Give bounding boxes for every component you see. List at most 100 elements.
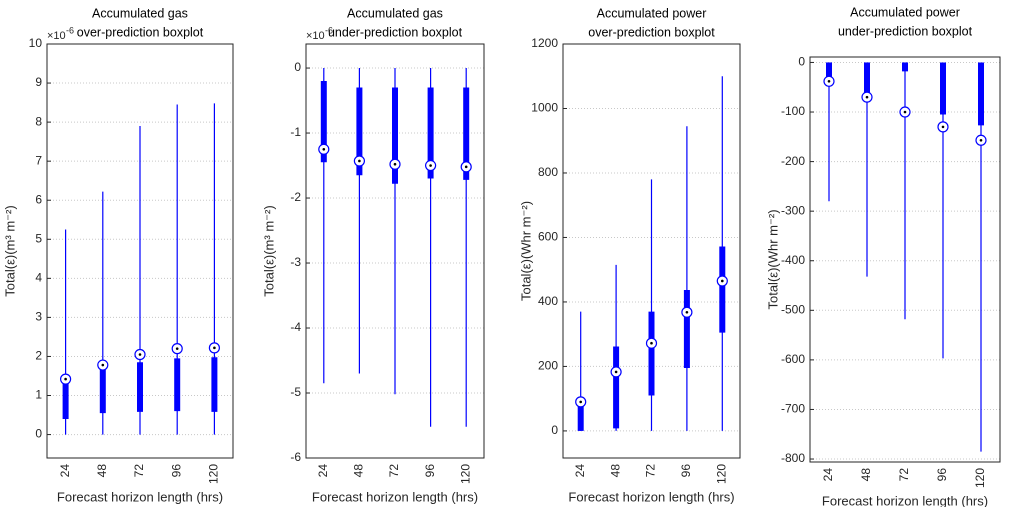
- y-tick-label: -200: [781, 154, 805, 168]
- chart-title: Accumulated power: [597, 6, 707, 20]
- median: [575, 396, 587, 408]
- exponent-base: ×10: [47, 30, 66, 42]
- x-tick-label: 120: [973, 468, 987, 488]
- y-axis-label: Total(ε)(Whr m⁻²): [765, 209, 780, 309]
- y-tick-label: 5: [35, 231, 42, 245]
- x-axis-label: Forecast horizon length (hrs): [568, 489, 734, 504]
- y-tick-label: -500: [781, 302, 805, 316]
- chart-title: Accumulated gas: [92, 6, 188, 20]
- y-tick-label: 8: [35, 114, 42, 128]
- exponent-power: -6: [66, 25, 74, 35]
- median-dot: [685, 310, 689, 314]
- axes-frame: [809, 56, 1001, 463]
- x-tick-label: 72: [387, 464, 401, 478]
- chart-title: Accumulated power: [850, 5, 960, 19]
- y-tick-label: 2: [35, 349, 42, 363]
- median-dot: [64, 377, 67, 381]
- chart-title: under-prediction boxplot: [328, 25, 463, 39]
- median-dot: [393, 162, 397, 166]
- y-tick-label: 1200: [531, 36, 558, 50]
- median-dot: [213, 346, 216, 350]
- x-tick-label: 48: [608, 464, 622, 478]
- median: [353, 155, 365, 167]
- y-tick-label: -6: [290, 450, 301, 464]
- median: [460, 161, 472, 173]
- median-dot: [579, 400, 582, 404]
- median-dot: [941, 125, 945, 129]
- x-tick-label: 24: [821, 468, 835, 482]
- y-tick-label: -300: [781, 203, 805, 217]
- y-tick-label: -100: [781, 104, 805, 118]
- median-dot: [721, 279, 724, 283]
- y-tick-label: 0: [35, 427, 42, 441]
- x-tick-label: 120: [207, 464, 221, 484]
- x-tick-label: 72: [644, 464, 658, 478]
- x-tick-label: 72: [897, 468, 911, 482]
- y-tick-label: 7: [35, 153, 42, 167]
- y-tick-label: 400: [538, 294, 558, 308]
- axes-frame: [305, 43, 485, 459]
- y-axis-label: Total(ε)(m³ m⁻²): [261, 205, 276, 296]
- median: [899, 106, 911, 118]
- median: [861, 91, 873, 103]
- chart-title: Accumulated gas: [347, 6, 443, 20]
- y-tick-label: -400: [781, 253, 805, 267]
- median: [97, 359, 109, 371]
- x-tick-label: 24: [316, 464, 330, 478]
- y-tick-label: 3: [35, 310, 42, 324]
- median: [645, 337, 658, 349]
- x-tick-label: 96: [423, 464, 437, 478]
- x-tick-label: 48: [95, 464, 109, 478]
- chart-title: over-prediction boxplot: [588, 25, 715, 39]
- y-tick-label: -4: [290, 320, 301, 334]
- y-tick-label: 6: [35, 192, 42, 206]
- median-dot: [979, 138, 983, 142]
- median: [610, 366, 622, 378]
- x-tick-label: 120: [714, 464, 728, 484]
- exponent-base: ×10: [306, 30, 325, 42]
- median-dot: [358, 159, 361, 163]
- median: [823, 75, 835, 87]
- x-axis-label: Forecast horizon length (hrs): [312, 489, 478, 504]
- exponent-power: -6: [325, 25, 333, 35]
- y-tick-label: 1000: [531, 101, 558, 115]
- median: [425, 159, 437, 172]
- median: [208, 342, 220, 354]
- median: [318, 143, 330, 155]
- x-tick-label: 96: [169, 464, 183, 478]
- x-tick-label: 96: [935, 468, 949, 482]
- median-dot: [827, 79, 831, 83]
- y-tick-label: 600: [538, 230, 558, 244]
- median-dot: [322, 147, 326, 151]
- y-tick-label: -3: [290, 255, 301, 269]
- median-dot: [175, 347, 179, 350]
- median: [937, 121, 949, 133]
- median-dot: [865, 95, 869, 99]
- median-dot: [650, 341, 653, 345]
- y-tick-label: -800: [781, 451, 805, 465]
- median-dot: [429, 164, 432, 167]
- y-tick-label: -700: [781, 402, 805, 416]
- y-tick-label: 0: [551, 423, 558, 437]
- x-tick-label: 48: [352, 464, 366, 478]
- y-tick-label: 800: [538, 165, 558, 179]
- y-axis-label: Total(ε)(m³ m⁻²): [2, 205, 17, 296]
- x-tick-label: 24: [573, 464, 587, 478]
- median-dot: [464, 165, 468, 169]
- median: [134, 348, 146, 361]
- y-axis-label: Total(ε)(Whr m⁻²): [518, 201, 533, 301]
- x-axis-label: Forecast horizon length (hrs): [822, 493, 988, 507]
- y-tick-label: 4: [35, 271, 42, 285]
- y-tick-label: -2: [290, 190, 301, 204]
- axes-frame: [562, 43, 741, 459]
- chart-title: over-prediction boxplot: [77, 25, 204, 39]
- median-dot: [138, 353, 142, 356]
- median-dot: [101, 363, 105, 367]
- median: [975, 134, 987, 146]
- y-tick-label: -600: [781, 352, 805, 366]
- y-tick-label: 0: [798, 55, 805, 69]
- median-dot: [614, 370, 618, 374]
- y-tick-label: 10: [29, 36, 43, 50]
- x-axis-label: Forecast horizon length (hrs): [57, 489, 223, 504]
